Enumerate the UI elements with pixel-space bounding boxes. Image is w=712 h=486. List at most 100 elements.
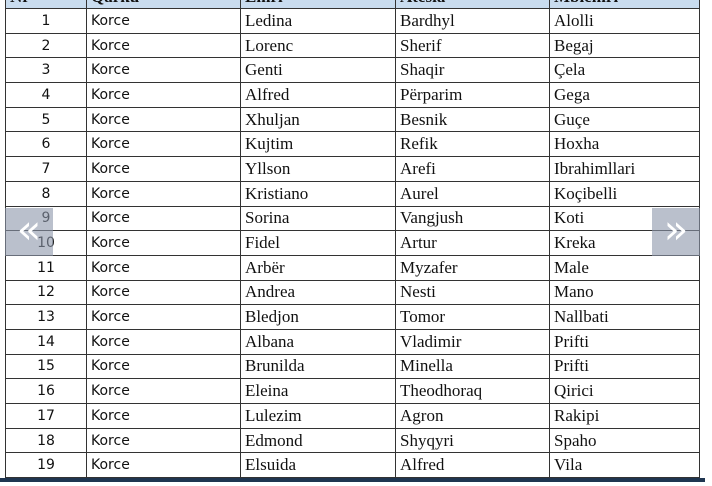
table-row: 3 Korce Genti Shaqir Çela (5, 57, 700, 84)
table-row: 7 Korce Yllson Arefi Ibrahimllari (5, 156, 700, 182)
cell-emri: Eleina (240, 378, 396, 404)
cell-mbiemri: Mano (549, 279, 700, 306)
cell-qarku: Korce (86, 8, 241, 34)
cell-emri: Bledjon (240, 304, 396, 330)
cell-emri: Alfred (240, 82, 396, 108)
table-row: 15 Korce Brunilda Minella Prifti (5, 353, 700, 380)
cell-emri: Fidel (240, 230, 396, 256)
cell-emri: Edmond (240, 427, 396, 454)
table-row: 4 Korce Alfred Përparim Gega (5, 82, 700, 108)
cell-nr: 4 (5, 82, 87, 108)
cell-qarku: Korce (86, 131, 241, 158)
cell-emri: Yllson (240, 156, 396, 182)
cell-qarku: Korce (86, 403, 241, 429)
cell-qarku: Korce (86, 32, 241, 59)
table-row: 8 Korce Kristiano Aurel Koçibelli (5, 180, 700, 207)
table-row: 14 Korce Albana Vladimir Prifti (5, 328, 700, 355)
cell-qarku: Korce (86, 279, 241, 306)
table-row: 6 Korce Kujtim Refik Hoxha (5, 131, 700, 158)
results-table-image: Nr Qarku Emri Atesia Mbiemri 1KorceLedin… (5, 0, 700, 479)
table-row: 18 Korce Edmond Shyqyri Spaho (5, 427, 700, 454)
cell-qarku: Korce (86, 82, 241, 108)
cell-mbiemri: Rakipi (549, 403, 700, 429)
cell-emri: Kujtim (240, 131, 396, 158)
cell-nr: 19 (5, 452, 87, 479)
cell-atesia: Besnik (395, 106, 550, 133)
previous-button[interactable]: « (5, 208, 53, 256)
cell-qarku: Korce (86, 304, 241, 330)
cell-emri: Lorenc (240, 32, 396, 59)
table-row: 9KorceSorinaVangjushKoti (5, 205, 700, 232)
cell-emri: Elsuida (240, 452, 396, 479)
cell-atesia: Aurel (395, 180, 550, 207)
header-emri: Emri (240, 0, 396, 9)
cell-emri: Kristiano (240, 180, 396, 207)
cell-atesia: Arefi (395, 156, 550, 182)
cell-mbiemri: Vila (549, 452, 700, 479)
cell-nr: 3 (5, 57, 87, 84)
cell-qarku: Korce (86, 57, 241, 84)
cell-atesia: Sherif (395, 32, 550, 59)
cell-qarku: Korce (86, 353, 241, 380)
cell-qarku: Korce (86, 328, 241, 355)
table-row: 2 Korce Lorenc Sherif Begaj (5, 32, 700, 59)
cell-mbiemri: Alolli (549, 8, 700, 34)
cell-atesia: Tomor (395, 304, 550, 330)
results-table: Nr Qarku Emri Atesia Mbiemri 1KorceLedin… (5, 0, 700, 479)
chevron-double-right-icon: » (663, 207, 689, 253)
cell-nr: 8 (5, 180, 87, 207)
cell-atesia: Minella (395, 353, 550, 380)
cell-qarku: Korce (86, 230, 241, 256)
table-row: 17 Korce Lulezim Agron Rakipi (5, 403, 700, 429)
cell-nr: 17 (5, 403, 87, 429)
cell-nr: 11 (5, 254, 87, 281)
cell-mbiemri: Prifti (549, 353, 700, 380)
header-nr: Nr (5, 0, 87, 9)
table-row: 10KorceFidelArturKreka (5, 230, 700, 256)
cell-atesia: Vladimir (395, 328, 550, 355)
header-atesia: Atesia (395, 0, 550, 9)
cell-nr: 13 (5, 304, 87, 330)
cell-mbiemri: Qirici (549, 378, 700, 404)
cell-emri: Arbër (240, 254, 396, 281)
cell-nr: 7 (5, 156, 87, 182)
next-button[interactable]: » (652, 208, 700, 256)
cell-emri: Albana (240, 328, 396, 355)
cell-atesia: Shyqyri (395, 427, 550, 454)
cell-atesia: Theodhoraq (395, 378, 550, 404)
header-qarku: Qarku (86, 0, 241, 9)
cell-emri: Genti (240, 57, 396, 84)
cell-nr: 5 (5, 106, 87, 133)
table-row: 12 Korce Andrea Nesti Mano (5, 279, 700, 306)
cell-mbiemri: Nallbati (549, 304, 700, 330)
cell-qarku: Korce (86, 427, 241, 454)
cell-mbiemri: Gega (549, 82, 700, 108)
cell-emri: Lulezim (240, 403, 396, 429)
cell-mbiemri: Prifti (549, 328, 700, 355)
cell-nr: 14 (5, 328, 87, 355)
cell-atesia: Bardhyl (395, 8, 550, 34)
cell-mbiemri: Spaho (549, 427, 700, 454)
cell-atesia: Myzafer (395, 254, 550, 281)
cell-atesia: Përparim (395, 82, 550, 108)
cell-qarku: Korce (86, 378, 241, 404)
table-row: 16 Korce Eleina Theodhoraq Qirici (5, 378, 700, 404)
cell-nr: 15 (5, 353, 87, 380)
cell-atesia: Vangjush (395, 205, 550, 232)
cell-qarku: Korce (86, 180, 241, 207)
table-row: 19 Korce Elsuida Alfred Vila (5, 452, 700, 479)
table-row: 5 Korce Xhuljan Besnik Guçe (5, 106, 700, 133)
cell-mbiemri: Male (549, 254, 700, 281)
cell-atesia: Shaqir (395, 57, 550, 84)
cell-emri: Xhuljan (240, 106, 396, 133)
cell-nr: 6 (5, 131, 87, 158)
cell-emri: Brunilda (240, 353, 396, 380)
cell-nr: 1 (5, 8, 87, 34)
cell-mbiemri: Guçe (549, 106, 700, 133)
cell-atesia: Alfred (395, 452, 550, 479)
table-row: 13 Korce Bledjon Tomor Nallbati (5, 304, 700, 330)
cell-mbiemri: Hoxha (549, 131, 700, 158)
cell-atesia: Nesti (395, 279, 550, 306)
cell-qarku: Korce (86, 205, 241, 232)
cell-mbiemri: Begaj (549, 32, 700, 59)
